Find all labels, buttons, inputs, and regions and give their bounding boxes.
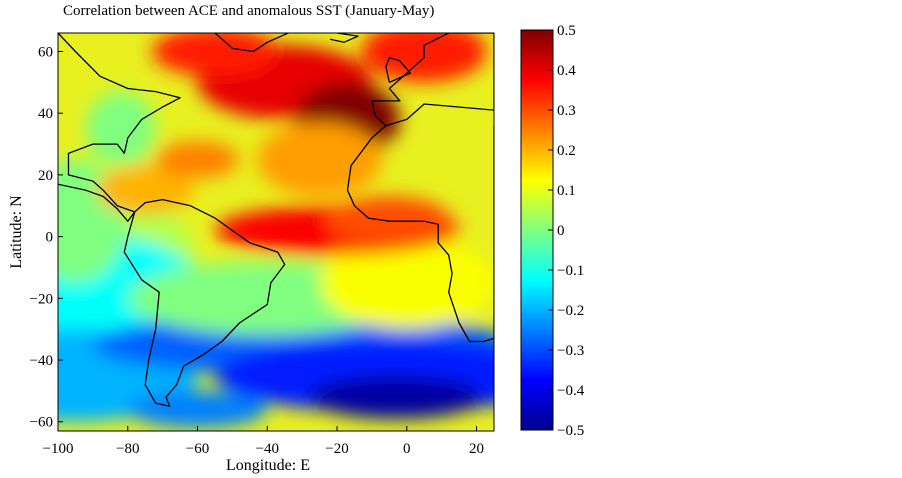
x-tick-label: −100: [43, 441, 74, 457]
correlation-map: [58, 33, 494, 431]
colorbar-ticks: 0.5 0.4 0.3 0.2 0.1 0 −0.1 −0.2 −0.3 −0.4 −0.5: [548, 23, 585, 439]
x-tick-label: −20: [325, 441, 348, 457]
africa-coast: [346, 125, 494, 343]
greenland-iceland-coast: [329, 33, 359, 43]
field-blob: [85, 91, 156, 166]
field-blob: [96, 165, 195, 216]
colorbar-tick-label: 0.1: [557, 183, 576, 199]
field-blob: [319, 236, 494, 330]
field-blob: [152, 33, 278, 77]
y-tick-label: 0: [46, 230, 54, 246]
chart-title: Correlation between ACE and anomalous SS…: [63, 3, 434, 19]
colorbar-tick-label: 0.5: [557, 23, 576, 39]
field-blob: [309, 375, 484, 419]
y-tick-label: 20: [38, 168, 53, 184]
y-tick-label: 40: [38, 106, 53, 122]
y-tick-label: −40: [30, 353, 53, 369]
field-blob: [256, 122, 383, 197]
field-blob: [155, 140, 240, 179]
colorbar-tick-label: −0.4: [557, 383, 585, 399]
british-isles-coast: [385, 57, 411, 83]
colorbar-tick-label: 0.2: [557, 143, 576, 159]
south-america-coast: [123, 198, 286, 407]
colorbar-tick-label: −0.3: [557, 343, 584, 359]
y-tick-label: −60: [30, 415, 53, 431]
colorbar-tick-label: 0.4: [557, 63, 576, 79]
colorbar-tick-label: −0.5: [557, 423, 584, 439]
colorbar-tick-label: 0.3: [557, 103, 576, 119]
colorbar-tick-label: −0.2: [557, 303, 584, 319]
x-tick-label: −60: [186, 441, 209, 457]
x-axis: −100 −80 −60 −40 −20 0 20: [43, 426, 484, 457]
north-america-coast: [58, 33, 181, 222]
y-axis: 60 40 20 0 −20 −40 −60: [30, 45, 63, 431]
x-axis-label: Longitude: E: [226, 457, 310, 474]
y-axis-label: Latitude: N: [8, 195, 25, 269]
map-frame: [57, 32, 495, 432]
x-tick-label: −80: [116, 441, 139, 457]
y-tick-label: −20: [30, 291, 53, 307]
y-tick-label: 60: [38, 45, 53, 61]
greenland-coast: [214, 33, 289, 53]
x-tick-label: 0: [403, 441, 411, 457]
colorbar-tick-label: −0.1: [557, 263, 584, 279]
x-tick-label: −40: [256, 441, 279, 457]
colorbar-tick-label: 0: [557, 223, 565, 239]
x-tick-label: 20: [469, 441, 484, 457]
europe-coast: [371, 33, 494, 127]
field-blob: [127, 390, 268, 428]
